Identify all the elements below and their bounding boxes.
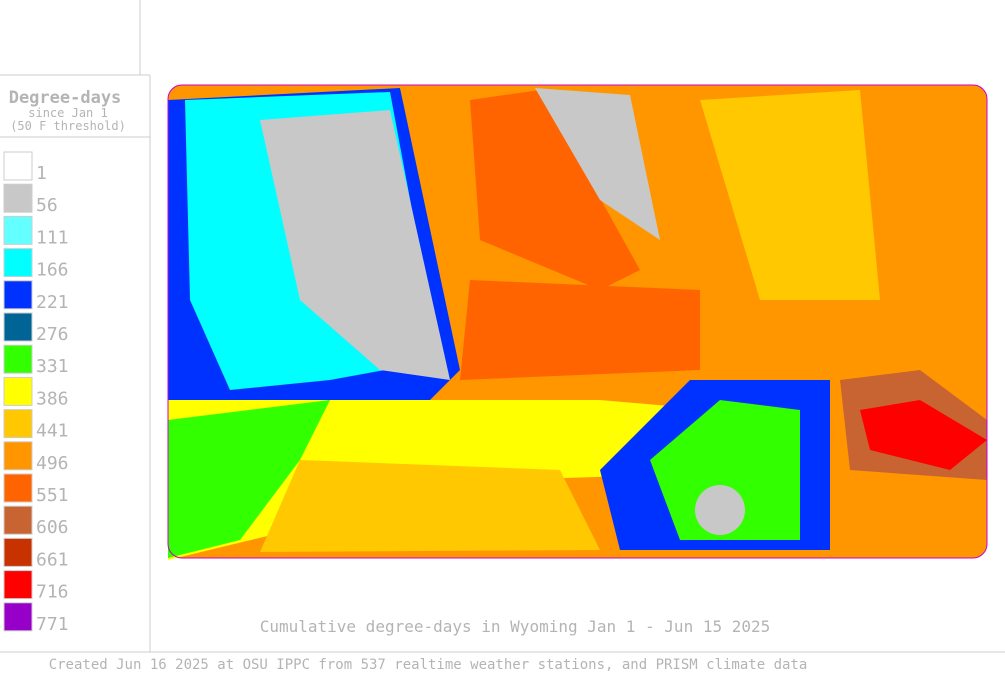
legend-label: 771 <box>36 614 69 635</box>
caption: Cumulative degree-days in Wyoming Jan 1 … <box>260 617 771 636</box>
legend-label: 606 <box>36 517 69 538</box>
map-region <box>700 90 880 300</box>
legend-swatch <box>3 312 33 342</box>
legend-title: Degree-days <box>9 88 122 108</box>
legend-swatch <box>3 441 33 471</box>
legend-swatch <box>3 248 33 278</box>
legend-label: 661 <box>36 549 69 570</box>
map-region <box>860 400 987 470</box>
legend-swatch <box>3 183 33 213</box>
map-region <box>535 88 660 240</box>
map-region <box>470 90 640 290</box>
legend-label: 166 <box>36 260 69 281</box>
map-border <box>167 84 988 559</box>
legend-label: 551 <box>36 485 69 506</box>
legend-note: (50 F threshold) <box>10 119 126 133</box>
legend: 1 56 111 166 221 276 331 386 441 496 551 606 661 716 7… <box>3 151 69 635</box>
legend-label: 716 <box>36 582 69 603</box>
legend-swatch <box>3 570 33 600</box>
map-region <box>650 400 800 540</box>
legend-swatch <box>3 409 33 439</box>
legend-swatch <box>3 280 33 310</box>
legend-swatch <box>3 151 33 181</box>
legend-swatch <box>3 602 33 632</box>
map-region <box>168 400 330 558</box>
legend-label: 221 <box>36 292 69 313</box>
map-region <box>695 485 745 535</box>
legend-swatch <box>3 473 33 503</box>
legend-label: 111 <box>36 227 69 248</box>
legend-label: 386 <box>36 388 69 409</box>
legend-label: 1 <box>36 163 47 184</box>
map-region <box>460 280 700 380</box>
legend-label: 56 <box>36 195 58 216</box>
legend-label: 331 <box>36 356 69 377</box>
footer: Created Jun 16 2025 at OSU IPPC from 537… <box>49 657 808 673</box>
legend-swatch <box>3 505 33 535</box>
legend-subtitle: since Jan 1 <box>28 106 107 120</box>
legend-swatch <box>3 344 33 374</box>
legend-swatch <box>3 215 33 245</box>
legend-label: 276 <box>36 324 69 345</box>
legend-label: 441 <box>36 421 69 442</box>
legend-label: 496 <box>36 453 69 474</box>
legend-swatch <box>3 376 33 406</box>
map-region <box>260 110 450 380</box>
map-region <box>260 460 600 552</box>
map <box>167 84 988 560</box>
legend-swatch <box>3 537 33 567</box>
